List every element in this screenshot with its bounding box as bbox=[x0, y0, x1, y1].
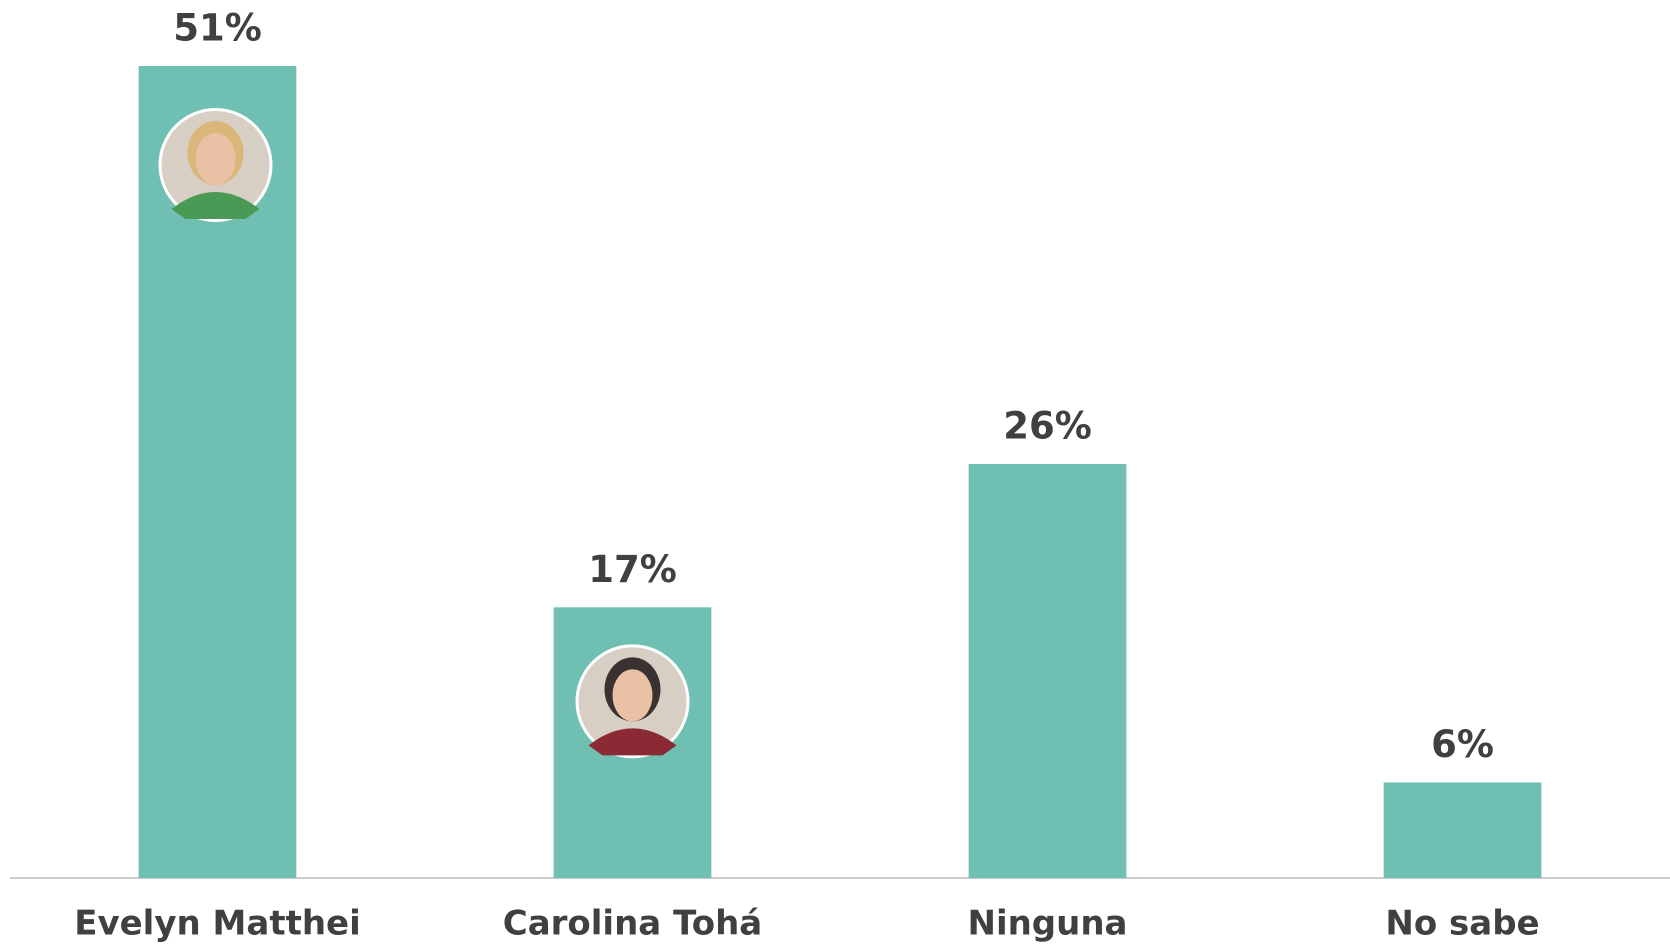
photo-face bbox=[195, 133, 236, 185]
value-label: 51% bbox=[173, 7, 262, 50]
value-label: 6% bbox=[1431, 723, 1494, 766]
x-tick-label: Carolina Tohá bbox=[503, 904, 763, 944]
x-tick-label: Evelyn Matthei bbox=[74, 904, 361, 944]
bar bbox=[968, 464, 1127, 878]
value-label: 26% bbox=[1003, 405, 1092, 448]
x-tick-label: Ninguna bbox=[967, 904, 1127, 944]
bar bbox=[1383, 782, 1542, 878]
photo-shirt bbox=[171, 192, 260, 219]
photo-face bbox=[612, 669, 653, 722]
photo-shirt bbox=[588, 728, 677, 756]
value-label: 17% bbox=[588, 548, 677, 591]
x-tick-label: No sabe bbox=[1385, 904, 1539, 944]
